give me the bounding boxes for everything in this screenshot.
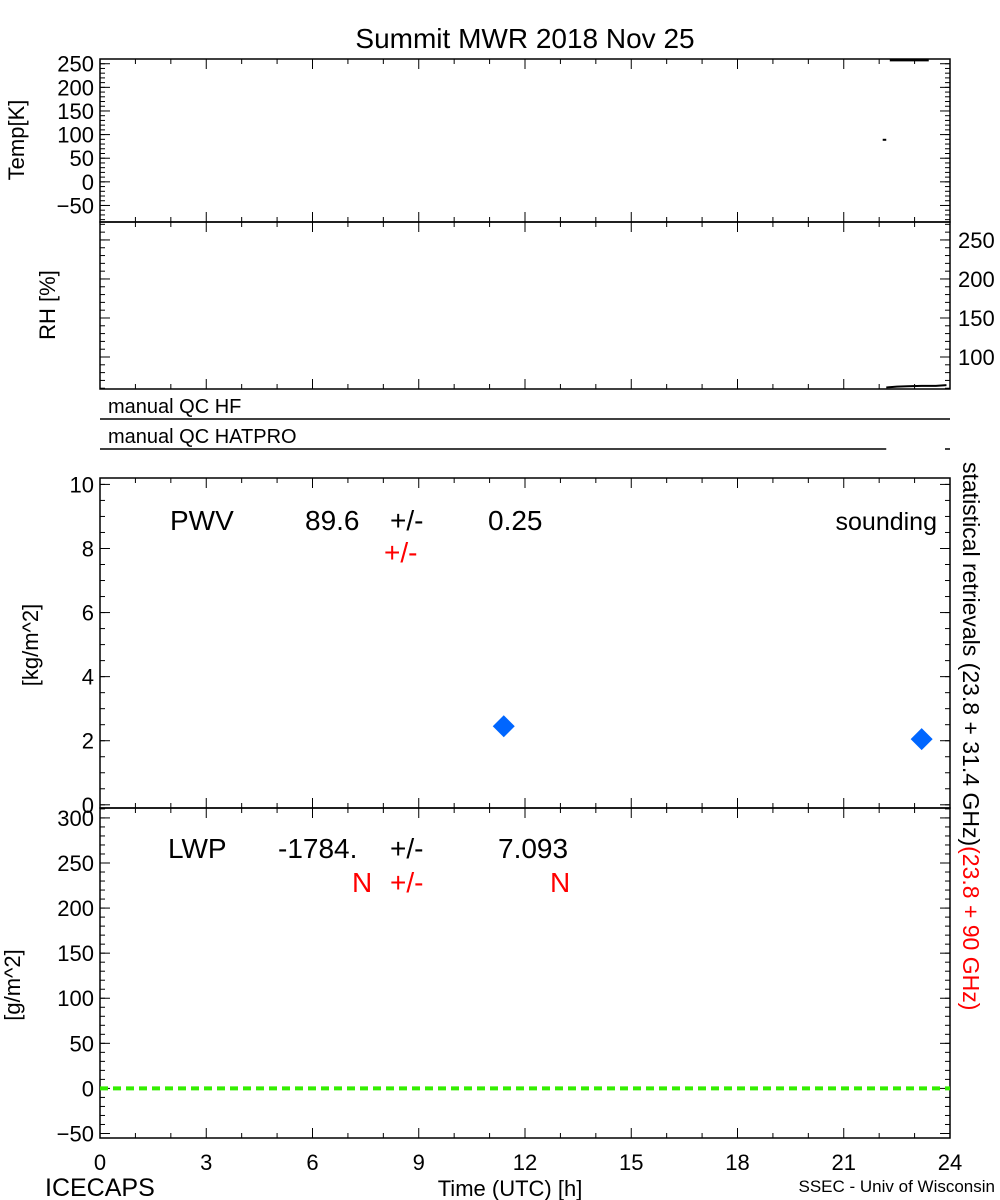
x-tick-label: 18 xyxy=(725,1150,749,1175)
lwp-value: -1784. xyxy=(278,833,357,864)
y-tick-label: 150 xyxy=(57,941,94,966)
right-label: statistical retrievals (23.8 + 31.4 GHz)… xyxy=(958,462,984,1010)
rh-ylabel: RH [%] xyxy=(35,270,60,340)
footer-left: ICECAPS xyxy=(45,1174,155,1200)
y-tick-label: −50 xyxy=(57,193,94,218)
right-label-red: (23.8 + 90 GHz) xyxy=(958,846,984,1010)
sounding-point xyxy=(492,715,515,738)
y-tick-label: 250 xyxy=(57,851,94,876)
right-label-black: statistical retrievals (23.8 + 31.4 GHz) xyxy=(958,462,984,846)
lwp-alt-value: N xyxy=(352,867,372,898)
lwp-pm: +/- xyxy=(390,833,423,864)
pwv-name: PWV xyxy=(170,505,234,536)
panel-frame xyxy=(99,221,951,390)
y-tick-label: 150 xyxy=(57,99,94,124)
y-tick-label: 200 xyxy=(57,896,94,921)
y-tick-label: 6 xyxy=(82,601,94,626)
x-tick-label: 6 xyxy=(306,1150,318,1175)
lwp-alt-err: N xyxy=(550,867,570,898)
lwp-name: LWP xyxy=(168,833,227,864)
lwp-ylabel: [g/m^2] xyxy=(0,949,25,1020)
x-tick-label: 0 xyxy=(94,1150,106,1175)
pwv-ylabel: [kg/m^2] xyxy=(18,604,43,686)
temp-ylabel: Temp[K] xyxy=(4,100,29,181)
y-tick-label: 250 xyxy=(57,52,94,77)
lwp-err: 7.093 xyxy=(498,833,568,864)
y-tick-label: 200 xyxy=(57,75,94,100)
y-tick-label: 10 xyxy=(70,472,94,497)
y-tick-label: 300 xyxy=(57,806,94,831)
y-tick-label: 100 xyxy=(57,986,94,1011)
y-tick-label: −50 xyxy=(57,1121,94,1146)
pwv-pm: +/- xyxy=(390,505,423,536)
x-tick-label: 15 xyxy=(619,1150,643,1175)
y-tick-label: 0 xyxy=(82,1076,94,1101)
chart-title: Summit MWR 2018 Nov 25 xyxy=(355,23,694,54)
marks-layer xyxy=(100,59,950,1091)
x-tick-label: 3 xyxy=(200,1150,212,1175)
y-tick-label: 100 xyxy=(57,123,94,148)
pwv-value: 89.6 xyxy=(305,505,360,536)
x-tick-label: 21 xyxy=(832,1150,856,1175)
y-tick-label: 0 xyxy=(82,793,94,818)
sounding-point xyxy=(910,728,933,751)
y-tick-label: 50 xyxy=(70,146,94,171)
lwp-alt-pm: +/- xyxy=(390,867,423,898)
pwv-alt-pm: +/- xyxy=(384,537,417,568)
y-tick-label: 8 xyxy=(82,536,94,561)
panel-frame xyxy=(99,58,951,223)
legend-sounding: sounding xyxy=(836,508,937,536)
pwv-err: 0.25 xyxy=(488,505,543,536)
y-tick-label: 200 xyxy=(958,267,995,292)
y-tick-label: 50 xyxy=(70,1031,94,1056)
y-tick-label: 100 xyxy=(958,345,995,370)
qc-hf-label: manual QC HF xyxy=(108,396,241,418)
x-tick-label: 9 xyxy=(413,1150,425,1175)
x-tick-label: 24 xyxy=(938,1150,962,1175)
x-tick-label: 12 xyxy=(513,1150,537,1175)
y-tick-label: 2 xyxy=(82,729,94,754)
y-tick-label: 0 xyxy=(82,170,94,195)
y-tick-label: 4 xyxy=(82,665,94,690)
axes-layer: −500501001502002501001502002500246810−50… xyxy=(57,52,995,1175)
series-line xyxy=(886,384,947,389)
footer-right: SSEC - Univ of Wisconsin xyxy=(799,1177,996,1196)
y-tick-label: 250 xyxy=(958,228,995,253)
y-tick-label: 150 xyxy=(958,306,995,331)
qc-hatpro-label: manual QC HATPRO xyxy=(108,426,297,448)
x-axis-label: Time (UTC) [h] xyxy=(438,1176,583,1200)
